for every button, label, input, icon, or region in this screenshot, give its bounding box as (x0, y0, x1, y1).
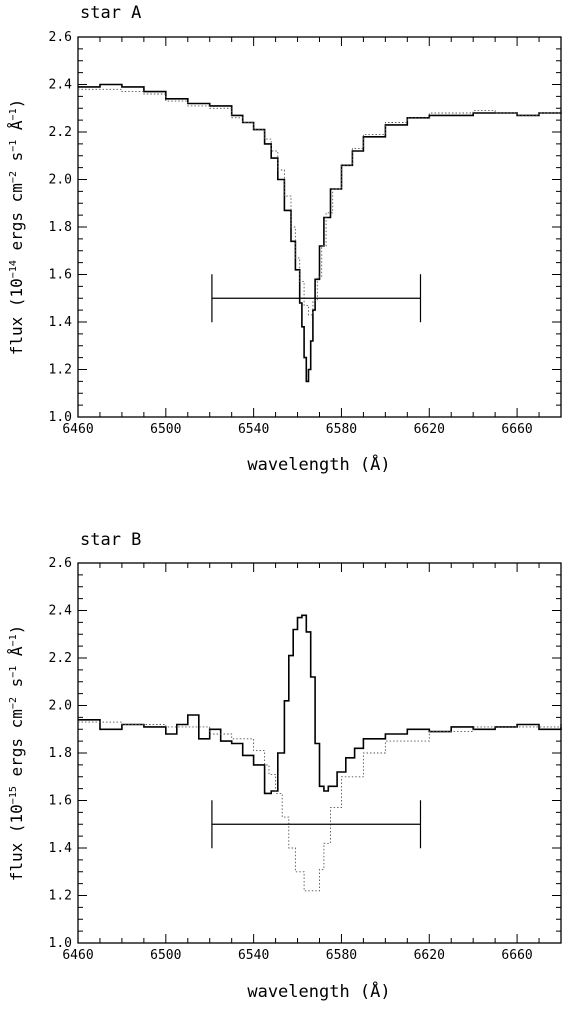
y-tick-label: 2.4 (49, 604, 73, 619)
y-tick-label: 2.2 (49, 651, 72, 666)
x-tick-label: 6460 (62, 422, 93, 437)
y-tick-label: 1.6 (49, 268, 72, 283)
x-tick-label: 6500 (150, 948, 181, 963)
y-axis-label: flux (10−14 ergs cm−2 s−1 Å−1) (7, 99, 26, 356)
y-axis-ticks: 1.0 1.2 1.4 1.6 1.8 2.0 2.2 2.4 2.6 (49, 30, 561, 425)
y-tick-label: 1.0 (49, 410, 72, 425)
x-tick-label: 6660 (501, 422, 532, 437)
x-axis-label: wavelength (Å) (247, 980, 390, 1002)
y-tick-label: 1.8 (49, 220, 72, 235)
x-tick-label: 6620 (414, 422, 445, 437)
series-solid-line (78, 614, 562, 795)
y-tick-label: 2.6 (49, 30, 72, 45)
series-group (78, 614, 562, 892)
series-group (78, 83, 562, 383)
y-tick-label: 1.6 (49, 794, 72, 809)
y-tick-label: 1.4 (49, 841, 73, 856)
error-bar (211, 800, 422, 849)
y-tick-label: 1.2 (49, 889, 72, 904)
series-solid-line (78, 83, 562, 383)
y-tick-label: 2.0 (49, 173, 72, 188)
x-axis-ticks: 6460 6500 6540 6580 6620 6660 (62, 37, 562, 437)
chart-title: star A (80, 3, 141, 23)
x-axis-ticks: 6460 6500 6540 6580 6620 6660 (62, 563, 562, 963)
y-tick-label: 2.6 (49, 556, 72, 571)
x-tick-label: 6660 (501, 948, 532, 963)
y-tick-label: 1.2 (49, 363, 72, 378)
x-tick-label: 6580 (326, 422, 357, 437)
panel-star-b: star B 6460 6500 6540 6580 6620 6660 1.01.21.… (7, 530, 562, 1002)
y-tick-label: 1.0 (49, 936, 72, 951)
y-tick-label: 1.8 (49, 746, 72, 761)
y-axis-ticks: 1.0 1.2 1.4 1.6 1.8 2.0 2.2 2.4 2.6 (49, 556, 561, 951)
x-tick-label: 6540 (238, 948, 269, 963)
x-tick-label: 6580 (326, 948, 357, 963)
x-axis-label: wavelength (Å) (247, 453, 390, 475)
x-tick-label: 6540 (238, 422, 269, 437)
y-tick-label: 2.0 (49, 699, 72, 714)
y-tick-label: 2.4 (49, 78, 73, 93)
y-axis-label: flux (10−15 ergs cm−2 s−1 Å−1) (7, 625, 26, 882)
panel-star-a: star A 6460 6500 6540 6580 6620 6660 1.01.21.… (7, 3, 562, 475)
error-bar (211, 274, 422, 323)
chart-title: star B (80, 530, 141, 550)
series-dotted-line (78, 88, 562, 316)
x-tick-label: 6620 (414, 948, 445, 963)
y-tick-label: 2.2 (49, 125, 72, 140)
x-tick-label: 6460 (62, 948, 93, 963)
x-tick-label: 6500 (150, 422, 181, 437)
y-tick-label: 1.4 (49, 315, 73, 330)
